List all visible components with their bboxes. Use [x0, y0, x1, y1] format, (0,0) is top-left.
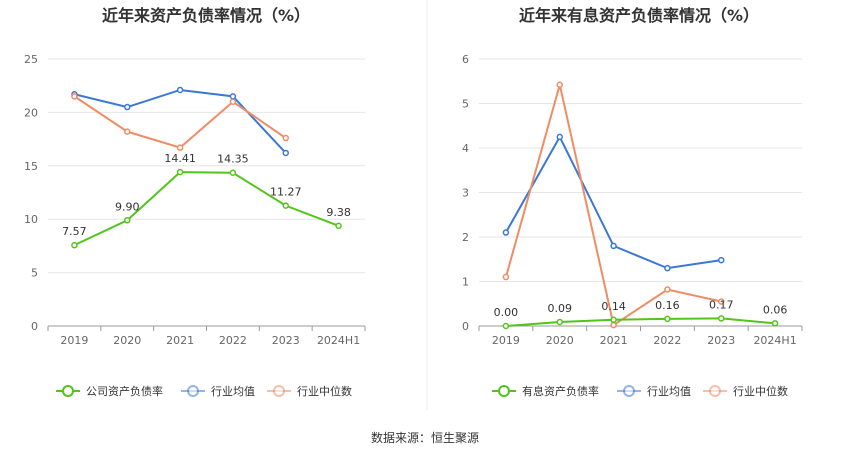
data-point-median[interactable] — [664, 286, 671, 293]
data-label: 11.27 — [270, 186, 302, 199]
data-point-company[interactable] — [124, 217, 131, 224]
x-tick-label: 2022 — [219, 334, 247, 347]
data-point-company[interactable] — [229, 169, 237, 176]
data-point-avg[interactable] — [176, 86, 184, 94]
data-point-median[interactable] — [282, 134, 289, 142]
data-label: 9.90 — [115, 200, 140, 213]
data-label: 0.09 — [548, 302, 573, 315]
series-line-avg — [74, 88, 287, 154]
data-point-median[interactable] — [610, 321, 617, 329]
legend-marker — [187, 385, 199, 397]
x-tick-label: 2021 — [600, 334, 628, 347]
data-point-median[interactable] — [502, 273, 510, 281]
source-note: 数据来源：恒生聚源 — [371, 430, 479, 445]
y-tick-label: 0 — [462, 320, 469, 333]
legend-item-avg[interactable]: 行业均值 — [617, 385, 691, 398]
y-tick-label: 1 — [462, 276, 469, 289]
data-label: 7.57 — [62, 225, 87, 238]
data-label: 0.17 — [709, 298, 734, 311]
data-point-avg[interactable] — [610, 242, 617, 250]
legend-label: 行业中位数 — [733, 384, 788, 398]
data-point-company[interactable] — [335, 222, 342, 230]
data-point-avg[interactable] — [556, 133, 563, 141]
x-tick-label: 2024H1 — [753, 334, 796, 347]
legend-marker — [62, 385, 74, 397]
legend-marker — [273, 385, 285, 397]
data-label: 0.14 — [601, 300, 626, 313]
data-point-avg[interactable] — [664, 264, 671, 272]
x-tick-label: 2019 — [492, 334, 520, 347]
y-tick-label: 15 — [24, 160, 38, 173]
legend-item-company[interactable]: 公司资产负债率 — [56, 384, 163, 398]
legend-item-avg[interactable]: 行业均值 — [181, 385, 255, 398]
legend-label: 有息资产负债率 — [522, 384, 599, 398]
data-point-avg[interactable] — [502, 229, 510, 236]
series-line-median — [73, 95, 287, 149]
x-tick-label: 2021 — [166, 334, 194, 347]
y-tick-label: 6 — [462, 53, 469, 66]
data-point-avg[interactable] — [718, 256, 725, 264]
data-point-median[interactable] — [124, 128, 131, 135]
data-point-company[interactable] — [610, 316, 617, 324]
y-tick-label: 5 — [31, 267, 38, 280]
chart-debt-ratio: 近年来资产负债率情况（%） 0 5 10 15 20 25 2019 2020 2021 2022 2… — [24, 6, 366, 398]
legend-label: 行业均值 — [647, 385, 691, 398]
data-point-median[interactable] — [176, 144, 184, 151]
data-label: 0.16 — [655, 299, 680, 312]
chart-title: 近年来资产负债率情况（%） — [102, 6, 310, 25]
series-line-median — [504, 84, 722, 327]
data-point-company[interactable] — [176, 168, 184, 176]
x-tick-label: 2023 — [707, 334, 735, 347]
y-tick-label: 4 — [462, 142, 469, 155]
legend-label: 公司资产负债率 — [86, 384, 163, 398]
data-point-median[interactable] — [556, 81, 563, 89]
series-line-company — [505, 317, 776, 327]
y-tick-label: 20 — [24, 106, 38, 119]
data-label: 14.35 — [217, 153, 249, 166]
data-point-company[interactable] — [771, 320, 779, 327]
x-tick-label: 2023 — [272, 334, 300, 347]
legend-marker — [709, 385, 721, 397]
x-tick-label: 2020 — [113, 334, 141, 347]
legend-label: 行业中位数 — [297, 384, 352, 398]
legend-item-company[interactable]: 有息资产负债率 — [492, 384, 599, 398]
legend-marker — [498, 385, 510, 397]
chart-interest-debt-ratio: 近年来有息资产负债率情况（%） 0 1 2 3 4 5 6 2019 2020 2021 2022 20… — [462, 6, 803, 398]
data-point-avg[interactable] — [282, 149, 289, 157]
data-point-median[interactable] — [718, 298, 725, 305]
data-label: 0.00 — [494, 306, 519, 319]
y-tick-label: 10 — [24, 213, 38, 226]
data-label: 0.06 — [763, 303, 788, 316]
data-point-avg[interactable] — [229, 93, 237, 100]
data-point-company[interactable] — [718, 315, 725, 322]
chart-title: 近年来有息资产负债率情况（%） — [519, 6, 759, 25]
data-label: 14.41 — [164, 152, 196, 165]
legend-marker — [623, 385, 635, 397]
data-point-median[interactable] — [71, 93, 78, 100]
y-tick-label: 5 — [462, 98, 469, 111]
data-point-median[interactable] — [229, 98, 237, 105]
x-tick-label: 2019 — [60, 334, 88, 347]
data-point-company[interactable] — [664, 315, 671, 323]
x-tick-label: 2022 — [653, 334, 681, 347]
legend-item-median[interactable]: 行业中位数 — [267, 384, 352, 398]
data-point-avg[interactable] — [124, 103, 131, 111]
legend-label: 行业均值 — [211, 385, 255, 398]
data-point-company[interactable] — [556, 318, 563, 326]
y-tick-label: 3 — [462, 187, 469, 200]
data-label: 9.38 — [326, 206, 351, 219]
y-tick-label: 2 — [462, 231, 469, 244]
series-line-company — [73, 171, 339, 247]
y-tick-label: 0 — [31, 320, 38, 333]
data-point-company[interactable] — [71, 241, 78, 249]
x-tick-label: 2020 — [546, 334, 574, 347]
data-point-company[interactable] — [282, 202, 289, 209]
y-tick-label: 25 — [24, 53, 38, 66]
x-tick-label: 2024H1 — [317, 334, 360, 347]
data-point-company[interactable] — [502, 322, 510, 330]
legend-item-median[interactable]: 行业中位数 — [703, 384, 788, 398]
